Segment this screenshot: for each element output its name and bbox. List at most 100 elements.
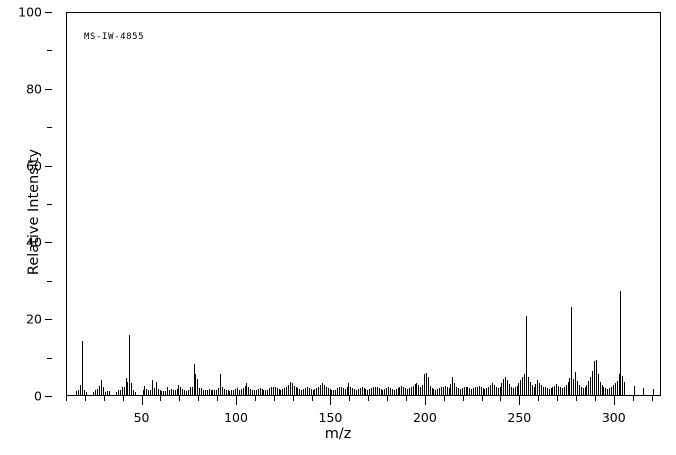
spectrum-peak [95, 389, 97, 395]
spectrum-peak [441, 387, 442, 395]
spectrum-peak [170, 388, 172, 395]
spectrum-peak [231, 390, 233, 395]
spectrum-peak [269, 388, 271, 395]
spectrum-peak [123, 386, 125, 395]
x-axis-minor-tick [179, 396, 181, 401]
spectrum-peak [612, 385, 614, 395]
spectrum-peak [420, 386, 422, 395]
x-axis-tick-label: 50 [133, 410, 150, 425]
spectrum-peak [416, 383, 418, 395]
spectrum-peak [337, 388, 339, 395]
x-axis-major-tick [141, 396, 143, 405]
spectrum-peak [189, 387, 191, 395]
spectrum-peak [588, 381, 590, 395]
spectrum-peak [386, 388, 388, 395]
spectrum-peak [552, 387, 554, 395]
spectrum-peak [622, 375, 624, 395]
x-axis-tick-label: 150 [318, 410, 343, 425]
spectrum-peak [463, 387, 465, 395]
spectrum-peak [216, 389, 218, 395]
spectrum-peak [516, 385, 518, 395]
spectrum-peak [221, 386, 223, 395]
y-axis-minor-tick [47, 357, 52, 359]
spectrum-peak [578, 385, 580, 395]
y-axis-tick-label: 100 [18, 4, 42, 20]
spectrum-peak [361, 387, 363, 395]
spectrum-peak [488, 386, 490, 395]
plot-area [66, 12, 661, 396]
spectrum-peak [331, 389, 333, 395]
spectrum-peak [293, 385, 295, 395]
spectrum-peak [616, 381, 618, 395]
spectrum-peak [580, 387, 582, 395]
spectrum-peak [509, 384, 510, 395]
spectrum-peak [586, 385, 588, 395]
spectrum-peak [220, 374, 221, 395]
spectrum-peak [176, 388, 178, 395]
spectrum-peak [499, 386, 501, 395]
spectrum-peak [422, 385, 424, 395]
spectrum-peak [543, 386, 544, 395]
spectrum-peak [267, 389, 269, 395]
spectrum-peak [184, 390, 186, 395]
spectrum-peak [607, 388, 609, 395]
spectrum-peak [223, 389, 225, 395]
spectrum-peak [85, 391, 87, 395]
spectrum-peak [301, 389, 303, 395]
spectrum-peak [121, 387, 123, 395]
x-axis-minor-tick [103, 396, 105, 401]
spectrum-peak [235, 388, 237, 395]
spectrum-peak [227, 390, 229, 395]
spectrum-peak [391, 388, 393, 395]
spectrum-peak [153, 388, 155, 395]
spectrum-peak [104, 391, 106, 395]
spectrum-peak [199, 388, 201, 395]
spectrum-peak [314, 388, 316, 395]
x-axis-major-tick [519, 396, 521, 405]
spectrum-peak [101, 379, 102, 395]
x-axis-minor-tick [481, 396, 483, 401]
x-axis: 50 100 150 200 250 300 m/z [0, 396, 676, 455]
spectrum-peak [265, 390, 267, 395]
spectrum-peak [535, 384, 537, 395]
spectrum-peak [442, 386, 444, 395]
spectrum-peak [180, 387, 182, 395]
spectrum-peak [237, 388, 238, 395]
spectrum-peak [537, 379, 539, 395]
spectrum-peak [357, 388, 359, 395]
x-axis-major-tick [613, 396, 615, 405]
spectrum-peak [255, 389, 257, 395]
spectrum-peak [322, 383, 323, 395]
spectrum-peak [503, 378, 505, 395]
x-axis-major-tick [424, 396, 426, 405]
spectrum-peak [289, 381, 291, 395]
y-axis: 0 20 40 60 80 100 Relative Intensity [0, 0, 66, 455]
spectrum-peak [131, 382, 133, 395]
spectrum-peak [501, 383, 503, 395]
spectrum-peak [529, 381, 531, 395]
spectrum-peak [473, 388, 475, 395]
spectrum-peak [433, 388, 435, 395]
spectrum-peak [429, 385, 431, 395]
spectrum-peak [344, 388, 346, 395]
spectrum-peak [550, 388, 552, 395]
spectrum-peak [254, 390, 255, 395]
spectrum-peak [327, 388, 329, 395]
spectrum-peak [465, 386, 467, 395]
spectrum-peak [577, 381, 578, 395]
spectrum-peak [316, 388, 318, 395]
spectrum-peak [242, 388, 244, 395]
spectrum-peak [603, 386, 605, 395]
spectrum-peak [93, 391, 95, 395]
spectrum-peak [522, 377, 524, 395]
spectrum-peak [365, 388, 367, 395]
spectrum-peak [397, 388, 399, 395]
spectrum-peak [172, 390, 174, 395]
spectrum-peak [186, 391, 187, 395]
spectrum-peak [320, 385, 322, 395]
spectrum-peak [573, 378, 575, 395]
spectrum-peak [335, 389, 337, 395]
spectrum-peak [435, 389, 437, 395]
x-axis-minor-tick [254, 396, 256, 401]
